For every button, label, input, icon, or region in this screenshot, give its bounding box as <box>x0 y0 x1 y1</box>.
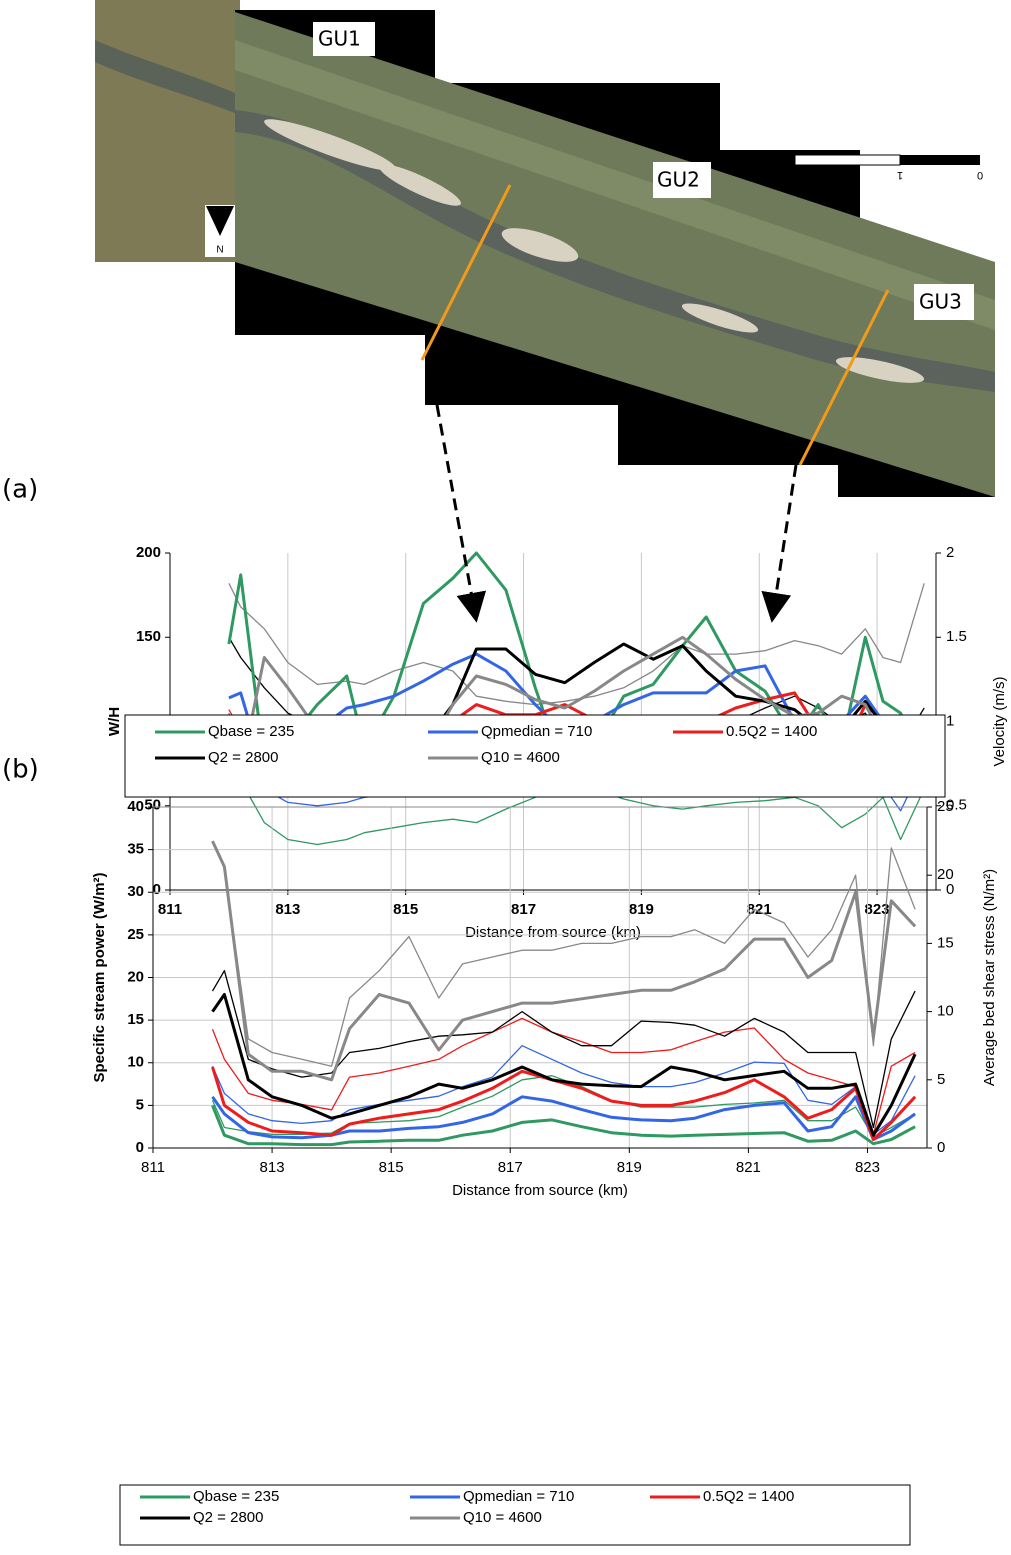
legend-box <box>124 714 946 798</box>
y2-tick-label: 1 <box>946 712 954 729</box>
x-tick-label: 823 <box>855 1159 880 1176</box>
series-line <box>228 583 925 706</box>
y2-axis-title: Average bed shear stress (N/m²) <box>981 869 998 1086</box>
x-axis-title: Distance from source (km) <box>452 1182 628 1199</box>
y-tick-label: 0 <box>136 1139 144 1156</box>
section-line <box>420 184 512 361</box>
y2-tick-label: 1.5 <box>946 628 967 645</box>
y2-tick-label: 0.5 <box>946 797 967 814</box>
y-tick-label: 30 <box>127 883 144 900</box>
y-axis-title: W/H <box>106 707 123 736</box>
scale-label: 0 <box>977 169 983 181</box>
y-tick-label: 150 <box>136 628 161 645</box>
label-box <box>653 162 711 198</box>
x-axis-title: Distance from source (km) <box>465 924 641 941</box>
pointer-arrow <box>761 464 798 623</box>
x-tick-label: 813 <box>260 1159 285 1176</box>
unit-label: GU1 <box>318 27 361 51</box>
north-arrow <box>206 206 234 236</box>
legend-box <box>119 1484 911 1546</box>
legend-label: Q10 = 4600 <box>481 749 560 766</box>
y-tick-label: 35 <box>127 841 144 858</box>
y2-tick-label: 5 <box>937 1071 945 1088</box>
legend-label: 0.5Q2 = 1400 <box>726 723 817 740</box>
series-line <box>211 1066 917 1141</box>
y-tick-label: 0 <box>153 881 161 898</box>
series-line <box>211 1017 916 1136</box>
x-tick-label: 811 <box>141 1159 165 1176</box>
y2-tick-label: 0 <box>937 1139 945 1156</box>
x-tick-label: 811 <box>158 901 182 918</box>
series-line <box>211 1104 916 1147</box>
y-tick-label: 20 <box>127 968 144 985</box>
y2-tick-label: 25 <box>937 798 954 815</box>
legend-label: Qbase = 235 <box>193 1488 279 1505</box>
river-left <box>95 40 240 115</box>
label-box <box>313 22 375 56</box>
charts: 81181381581781982182305010015020000.511.… <box>91 544 1008 1546</box>
fields <box>235 40 995 330</box>
y2-tick-label: 20 <box>937 866 954 883</box>
series-line <box>211 1045 916 1136</box>
x-tick-label: 821 <box>736 1159 761 1176</box>
x-tick-label: 815 <box>393 901 418 918</box>
label-box <box>914 284 974 320</box>
y2-tick-label: 15 <box>937 934 954 951</box>
north-label: N <box>216 242 223 253</box>
x-tick-label: 817 <box>511 901 536 918</box>
sandbar <box>379 164 461 206</box>
unit-label: GU2 <box>657 168 700 192</box>
scale-label: 1 <box>897 169 903 181</box>
x-tick-label: 823 <box>865 901 890 918</box>
legend-label: Qpmedian = 710 <box>481 723 592 740</box>
sandbar <box>681 303 759 333</box>
series-line <box>211 840 916 1067</box>
y-tick-label: 200 <box>136 544 161 561</box>
scale-bar <box>794 154 901 166</box>
y-tick-label: 15 <box>127 1011 144 1028</box>
y2-tick-label: 2 <box>946 544 954 561</box>
panel-label: (a) <box>2 475 38 505</box>
chart: 81181381581781982182305010015020000.511.… <box>106 544 1008 941</box>
x-tick-label: 817 <box>498 1159 523 1176</box>
legend-label: Qpmedian = 710 <box>463 1488 574 1505</box>
series-line <box>211 1075 916 1138</box>
scale-label: 2 Km <box>790 169 816 181</box>
panel-label: (b) <box>2 755 39 785</box>
y-tick-label: 50 <box>144 797 161 814</box>
y-tick-label: 5 <box>136 1096 144 1113</box>
sandbar <box>264 119 396 171</box>
aerial-map: GU1 GU2 GU3 N 0 1 2 Km <box>95 0 995 497</box>
sandbar <box>501 228 579 262</box>
series-line <box>211 1095 916 1141</box>
series-line <box>211 840 917 1082</box>
y-tick-label: 10 <box>127 1054 144 1071</box>
legend-label: Q2 = 2800 <box>193 1509 263 1526</box>
legend-label: 0.5Q2 = 1400 <box>703 1488 794 1505</box>
y2-axis-title: Velocity (m/s) <box>991 676 1008 766</box>
y2-tick-label: 10 <box>937 1003 954 1020</box>
legend-label: Q2 = 2800 <box>208 749 278 766</box>
legend-label: Q10 = 4600 <box>463 1509 542 1526</box>
y-axis-title: Specific stream power (W/m²) <box>91 872 108 1082</box>
series-line <box>211 993 917 1137</box>
section-line <box>798 289 890 466</box>
unit-label: GU3 <box>919 290 962 314</box>
x-tick-label: 819 <box>617 1159 642 1176</box>
legend-label: Qbase = 235 <box>208 723 294 740</box>
x-tick-label: 815 <box>379 1159 404 1176</box>
x-tick-label: 813 <box>275 901 300 918</box>
x-tick-label: 819 <box>629 901 654 918</box>
y-tick-label: 40 <box>127 798 144 815</box>
y2-tick-label: 0 <box>946 881 954 898</box>
chart: 811 813 815 817 819 821 823 0 5 10 15 20 25 30 35 40 0 5 1… <box>91 798 998 1546</box>
scale-bar <box>900 155 980 165</box>
sandbar <box>835 357 925 383</box>
pointer-arrow <box>435 404 487 623</box>
y-tick-label: 25 <box>127 926 144 943</box>
